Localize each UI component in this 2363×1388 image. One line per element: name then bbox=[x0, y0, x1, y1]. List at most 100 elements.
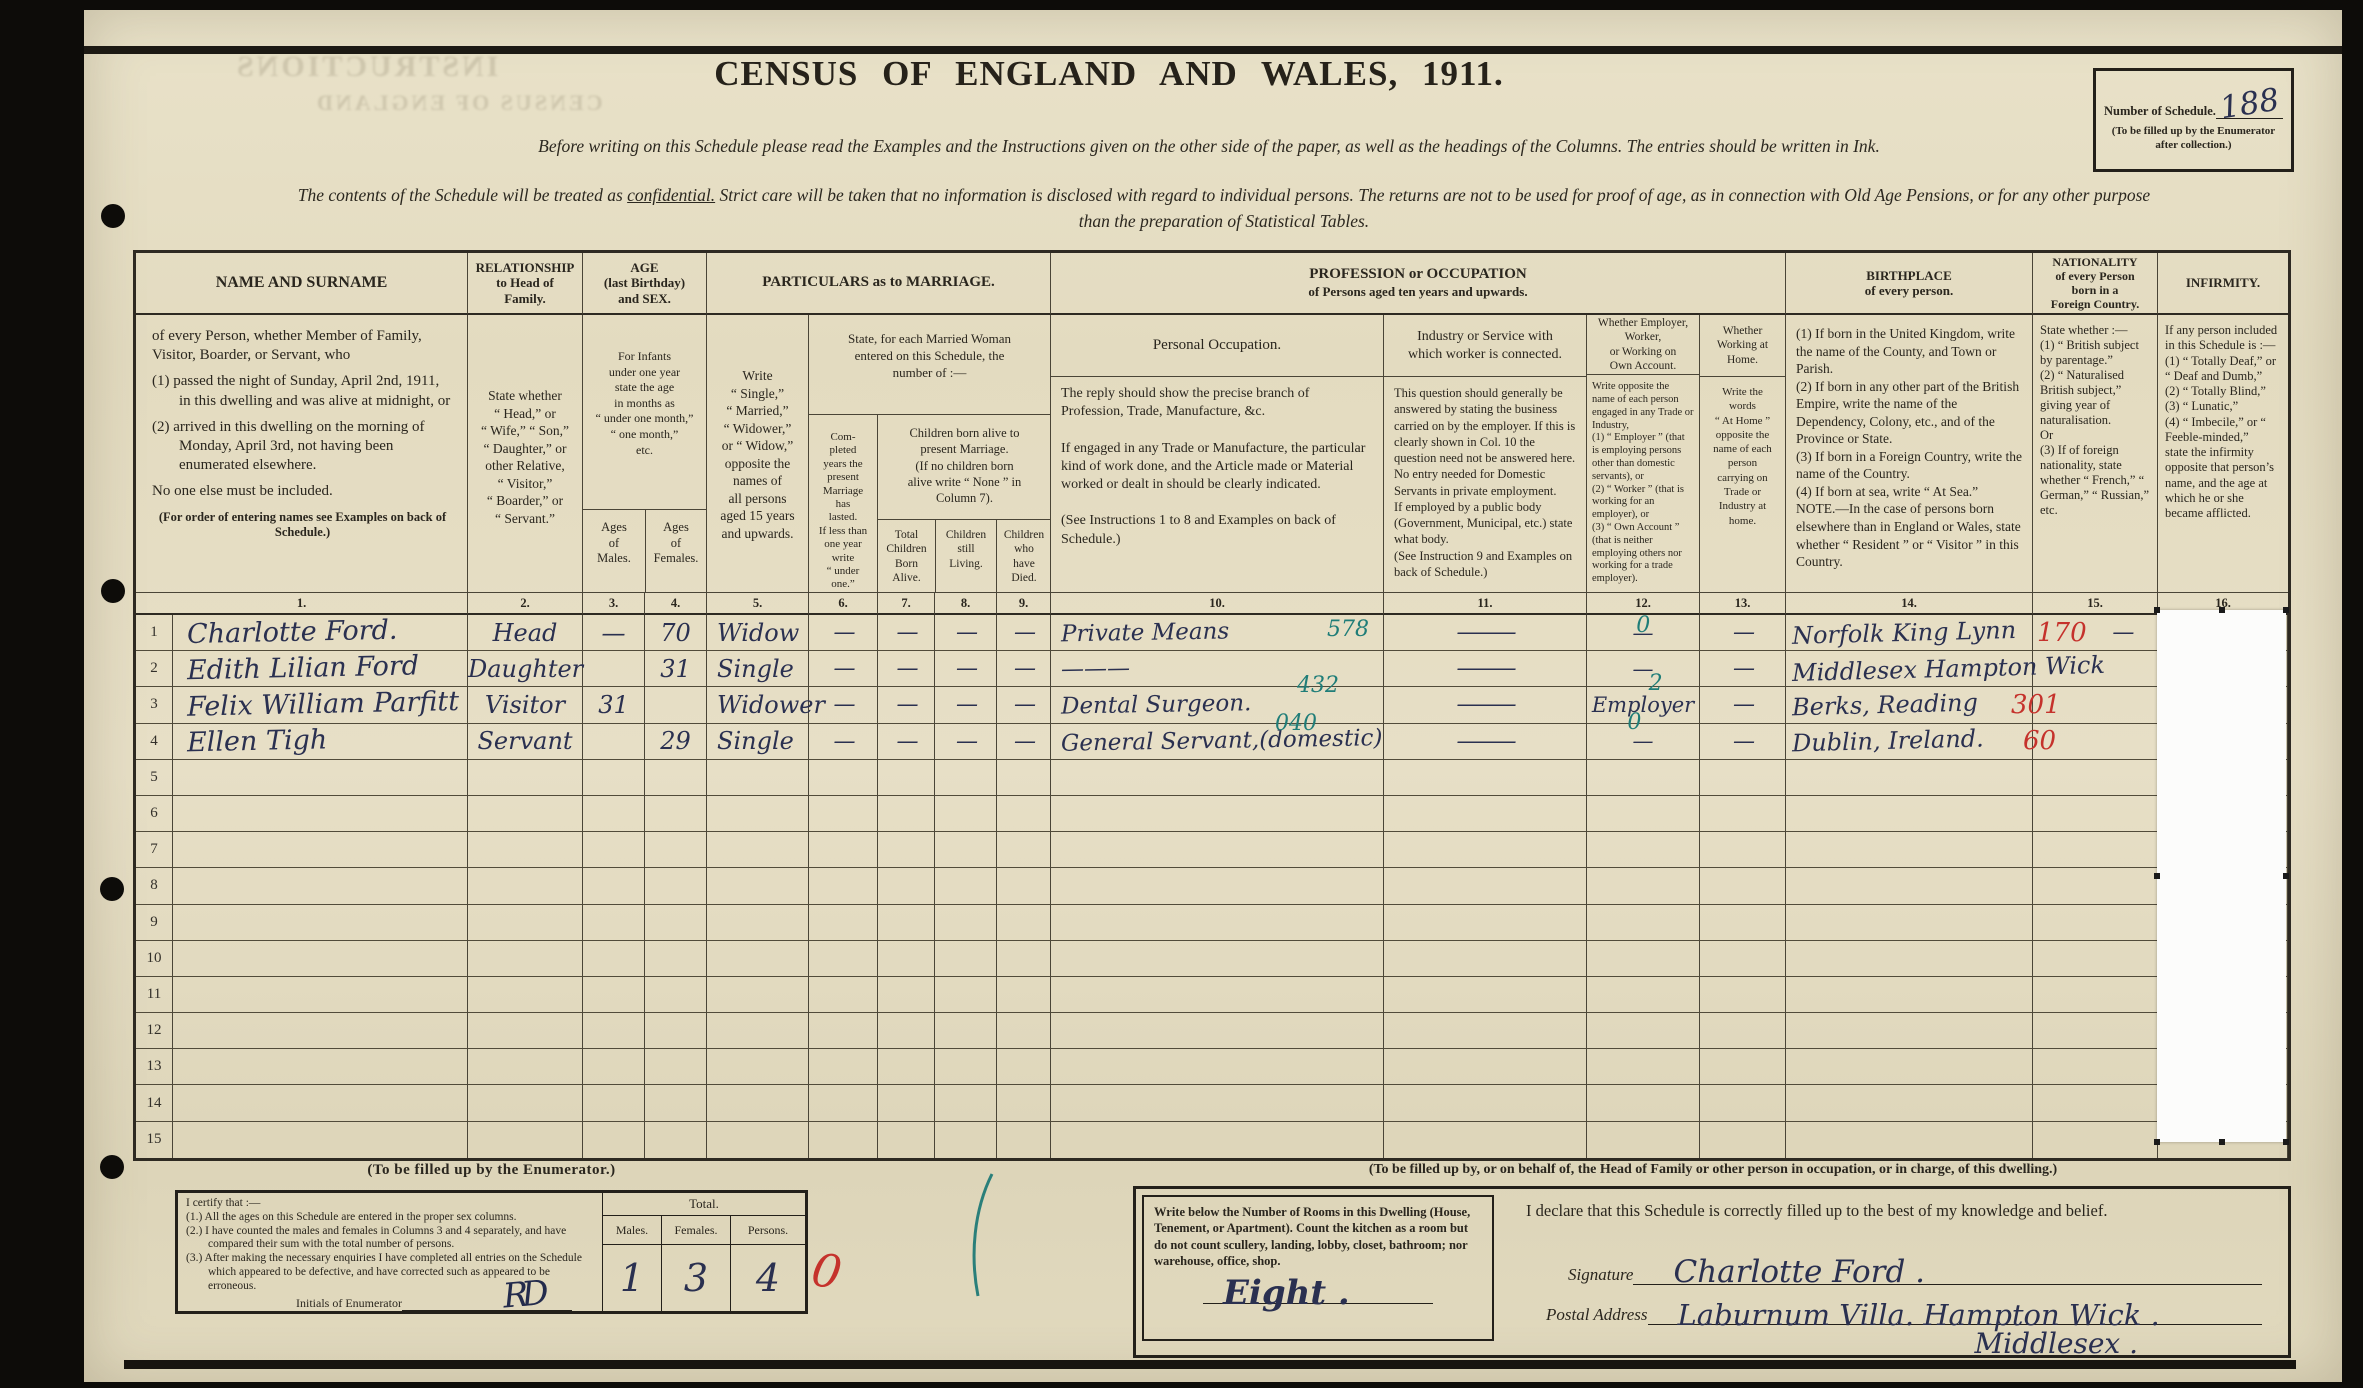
cell-name bbox=[173, 832, 468, 869]
cell-birthplace bbox=[1786, 1121, 2033, 1158]
redaction-handle bbox=[2218, 607, 2225, 613]
cell-children-living: — bbox=[935, 651, 997, 688]
marriage-value: Single bbox=[717, 727, 794, 756]
cell-relationship: Servant bbox=[468, 723, 583, 760]
desc-ages-of-males: Ages of Males. bbox=[597, 520, 631, 566]
cell-relationship bbox=[468, 795, 583, 833]
cell-name bbox=[173, 1085, 468, 1122]
col-number-7: 7. bbox=[878, 593, 935, 615]
children-living-value: — bbox=[956, 620, 978, 646]
col-header-relationship: RELATIONSHIP to Head of Family. bbox=[468, 253, 583, 315]
occupation-code: 432 bbox=[1297, 673, 1339, 699]
postal-address-value: Laburnum Villa. Hampton Wick . bbox=[1677, 1298, 2160, 1332]
intro2-line2: than the preparation of Statistical Tabl… bbox=[1078, 211, 1370, 232]
name-value: Charlotte Ford. bbox=[186, 614, 398, 651]
cell-children-born bbox=[878, 759, 935, 796]
cell-employer-status: Employer 2 bbox=[1587, 671, 1700, 724]
cell-children-born bbox=[878, 1085, 935, 1122]
cell-marriage bbox=[707, 940, 809, 977]
cell-occupation bbox=[1051, 1013, 1384, 1050]
cell-age-females: 29 bbox=[645, 723, 707, 760]
desc-marital-status: Write “ Single,” “ Married,” “ Widower,”… bbox=[707, 315, 809, 593]
cell-at-home: — bbox=[1700, 723, 1786, 760]
enumerator-certification: I certify that :— (1.) All the ages on t… bbox=[178, 1193, 602, 1316]
cell-birthplace bbox=[1786, 795, 2033, 833]
cell-age-females bbox=[645, 940, 707, 977]
enumerator-section-title: (To be filled up by the Enumerator.) bbox=[367, 1162, 616, 1178]
cell-relationship bbox=[468, 832, 583, 869]
cell-name: Charlotte Ford. bbox=[173, 614, 468, 652]
cell-industry bbox=[1384, 832, 1587, 869]
cell-nationality bbox=[2033, 795, 2158, 833]
col-header-name: NAME AND SURNAME bbox=[136, 253, 468, 315]
totals-females-column: Females. 3 bbox=[662, 1216, 731, 1311]
industry-value: ——— bbox=[1456, 656, 1517, 682]
intro2-pre: The contents of the Schedule will be tre… bbox=[297, 185, 628, 205]
certify-item-3: (3.) After making the necessary enquirie… bbox=[186, 1252, 582, 1292]
cell-birthplace bbox=[1786, 940, 2033, 977]
redaction-handle bbox=[2154, 1139, 2160, 1145]
cell-occupation bbox=[1051, 904, 1384, 941]
cell-birthplace bbox=[1786, 976, 2033, 1014]
employer-status-value: Employer bbox=[1591, 692, 1695, 717]
pen-stroke-mark bbox=[972, 1173, 994, 1297]
industry-value: ——— bbox=[1456, 728, 1517, 754]
cell-marriage-years bbox=[809, 1049, 878, 1086]
males-label: Males. bbox=[603, 1216, 661, 1245]
cell-industry bbox=[1384, 759, 1587, 796]
cell-relationship bbox=[468, 759, 583, 796]
cell-at-home bbox=[1700, 1013, 1786, 1050]
cell-children-died bbox=[997, 1049, 1051, 1086]
cell-children-living bbox=[935, 976, 997, 1014]
marriage-value: Widow bbox=[717, 618, 800, 647]
cell-children-living: — bbox=[935, 723, 997, 760]
cell-children-died bbox=[997, 868, 1051, 905]
cell-employer-status bbox=[1587, 1013, 1700, 1050]
cell-children-living: — bbox=[935, 687, 997, 724]
rooms-line: Eight . bbox=[1203, 1269, 1433, 1313]
cell-industry: ——— bbox=[1384, 723, 1587, 760]
totals-males-column: Males. 1 bbox=[603, 1216, 662, 1311]
cell-birthplace bbox=[1786, 904, 2033, 941]
cell-occupation bbox=[1051, 868, 1384, 905]
cell-age-males bbox=[583, 940, 645, 977]
cell-marriage bbox=[707, 832, 809, 869]
cell-nationality: 60 bbox=[2023, 723, 2158, 760]
cell-name bbox=[173, 795, 468, 833]
declaration-body: I declare that this Schedule is correctl… bbox=[1512, 1189, 2288, 1360]
cell-birthplace: Dublin, Ireland. bbox=[1786, 723, 2033, 760]
cell-at-home bbox=[1700, 868, 1786, 905]
cell-children-living: — bbox=[935, 615, 997, 652]
col-header-profession: PROFESSION or OCCUPATION of Persons aged… bbox=[1051, 253, 1786, 315]
punch-hole bbox=[101, 204, 125, 228]
cell-industry: ——— bbox=[1384, 687, 1587, 724]
initials-line: RD bbox=[401, 1273, 572, 1316]
marriage-value: Widower bbox=[717, 690, 825, 719]
marriage-years-value: — bbox=[833, 728, 856, 754]
name-value: Felix William Parfitt bbox=[186, 686, 460, 724]
cell-at-home bbox=[1700, 759, 1786, 796]
cell-occupation bbox=[1051, 940, 1384, 977]
signature-label: Signature bbox=[1568, 1265, 1634, 1284]
col-number-5: 5. bbox=[707, 593, 809, 615]
cell-relationship bbox=[468, 1085, 583, 1122]
nationality-code: 170 bbox=[2037, 617, 2087, 648]
industry-value: ——— bbox=[1456, 620, 1517, 646]
cell-birthplace bbox=[1786, 1013, 2033, 1050]
cell-marriage-years bbox=[809, 1013, 878, 1050]
col-number-1: 1. bbox=[136, 593, 468, 615]
cell-at-home bbox=[1700, 976, 1786, 1014]
age-female-value: 29 bbox=[660, 727, 691, 756]
cell-marriage bbox=[707, 1121, 809, 1158]
cell-marriage-years bbox=[809, 1085, 878, 1122]
cell-age-females bbox=[645, 1049, 707, 1086]
schedule-number-box: Number of Schedule. 188 (To be filled up… bbox=[2093, 68, 2294, 172]
cell-occupation: ——— bbox=[1051, 651, 1384, 688]
cell-children-born bbox=[878, 832, 935, 869]
redaction-handle bbox=[2283, 607, 2289, 613]
cell-employer-status bbox=[1587, 868, 1700, 905]
cell-marriage bbox=[707, 759, 809, 796]
col-number-15: 15. bbox=[2033, 593, 2158, 615]
cell-nationality bbox=[2033, 651, 2158, 688]
